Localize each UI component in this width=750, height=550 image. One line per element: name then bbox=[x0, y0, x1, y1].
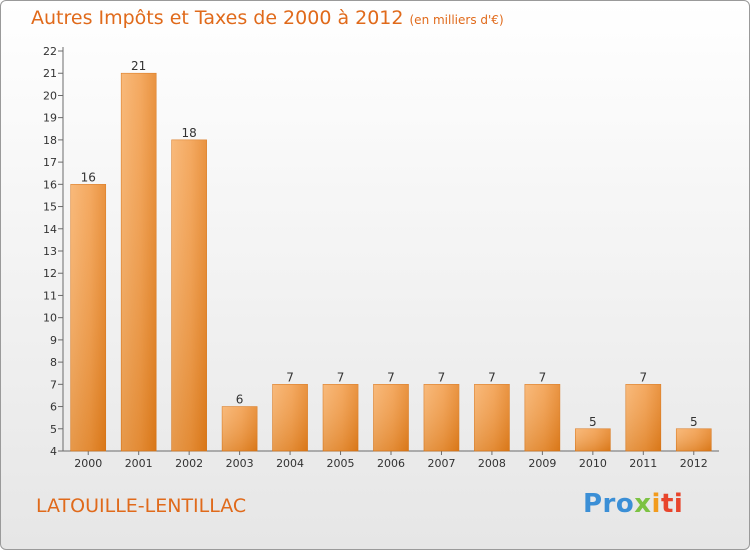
logo-part-2: x bbox=[634, 489, 652, 519]
data-label: 21 bbox=[131, 59, 146, 73]
x-tick-label: 2001 bbox=[125, 457, 153, 470]
y-tick-label: 22 bbox=[43, 45, 57, 58]
y-tick-label: 17 bbox=[43, 156, 57, 169]
y-tick-label: 16 bbox=[43, 178, 57, 191]
place-name: LATOUILLE-LENTILLAC bbox=[36, 495, 247, 517]
y-tick-label: 9 bbox=[50, 334, 57, 347]
chart-title-text: Autres Impôts et Taxes de 2000 à 2012 bbox=[31, 7, 404, 29]
data-label: 7 bbox=[539, 370, 547, 384]
y-tick-label: 4 bbox=[50, 445, 57, 458]
data-label: 7 bbox=[639, 370, 647, 384]
data-label: 7 bbox=[438, 370, 446, 384]
x-tick-label: 2005 bbox=[327, 457, 355, 470]
logo-part-3: i bbox=[651, 489, 661, 519]
bar-shade bbox=[676, 428, 712, 451]
y-tick-label: 14 bbox=[43, 223, 57, 236]
bar-shade bbox=[323, 384, 359, 451]
y-tick-label: 12 bbox=[43, 267, 57, 280]
x-tick-label: 2011 bbox=[629, 457, 657, 470]
y-tick-label: 8 bbox=[50, 356, 57, 369]
y-tick-label: 13 bbox=[43, 245, 57, 258]
data-label: 7 bbox=[286, 370, 294, 384]
y-tick-label: 11 bbox=[43, 289, 57, 302]
data-label: 5 bbox=[589, 415, 597, 429]
y-tick-label: 7 bbox=[50, 378, 57, 391]
y-tick-label: 15 bbox=[43, 201, 57, 214]
x-tick-label: 2004 bbox=[276, 457, 304, 470]
x-tick-label: 2000 bbox=[74, 457, 102, 470]
x-tick-label: 2012 bbox=[680, 457, 708, 470]
x-tick-label: 2007 bbox=[427, 457, 455, 470]
x-tick-label: 2009 bbox=[528, 457, 556, 470]
data-label: 16 bbox=[81, 170, 96, 184]
x-tick-label: 2002 bbox=[175, 457, 203, 470]
bar-shade bbox=[373, 384, 409, 451]
x-tick-label: 2006 bbox=[377, 457, 405, 470]
y-tick-label: 19 bbox=[43, 112, 57, 125]
data-label: 7 bbox=[337, 370, 345, 384]
bar-shade bbox=[625, 384, 661, 451]
bar-shade bbox=[70, 184, 106, 452]
y-tick-label: 5 bbox=[50, 423, 57, 436]
y-tick-label: 10 bbox=[43, 312, 57, 325]
y-tick-label: 6 bbox=[50, 401, 57, 414]
bar-shade bbox=[474, 384, 510, 451]
bar-shade bbox=[121, 73, 157, 451]
data-label: 7 bbox=[387, 370, 395, 384]
chart-title: Autres Impôts et Taxes de 2000 à 2012 (en… bbox=[31, 7, 504, 29]
logo-part-4: ti bbox=[660, 489, 684, 519]
bar-shade bbox=[222, 406, 258, 451]
y-tick-label: 18 bbox=[43, 134, 57, 147]
data-label: 6 bbox=[236, 393, 244, 407]
data-label: 7 bbox=[488, 370, 496, 384]
bar-shade bbox=[272, 384, 308, 451]
bars: 16 21 18 6 7 7 7 7 7 7 5 7 5 bbox=[70, 59, 712, 452]
bar-shade bbox=[524, 384, 560, 451]
data-label: 18 bbox=[182, 126, 197, 140]
chart-subtitle: (en milliers d'€) bbox=[409, 13, 504, 27]
x-tick-label: 2008 bbox=[478, 457, 506, 470]
x-tick-label: 2003 bbox=[226, 457, 254, 470]
x-tick-label: 2010 bbox=[579, 457, 607, 470]
data-label: 5 bbox=[690, 415, 698, 429]
bar-shade bbox=[423, 384, 459, 451]
bar-shade bbox=[575, 428, 611, 451]
proxiti-logo: Proxiti bbox=[583, 489, 683, 519]
y-tick-label: 21 bbox=[43, 67, 57, 80]
y-tick-label: 20 bbox=[43, 89, 57, 102]
bar-shade bbox=[171, 139, 207, 451]
logo-part-1: Pro bbox=[583, 489, 635, 519]
